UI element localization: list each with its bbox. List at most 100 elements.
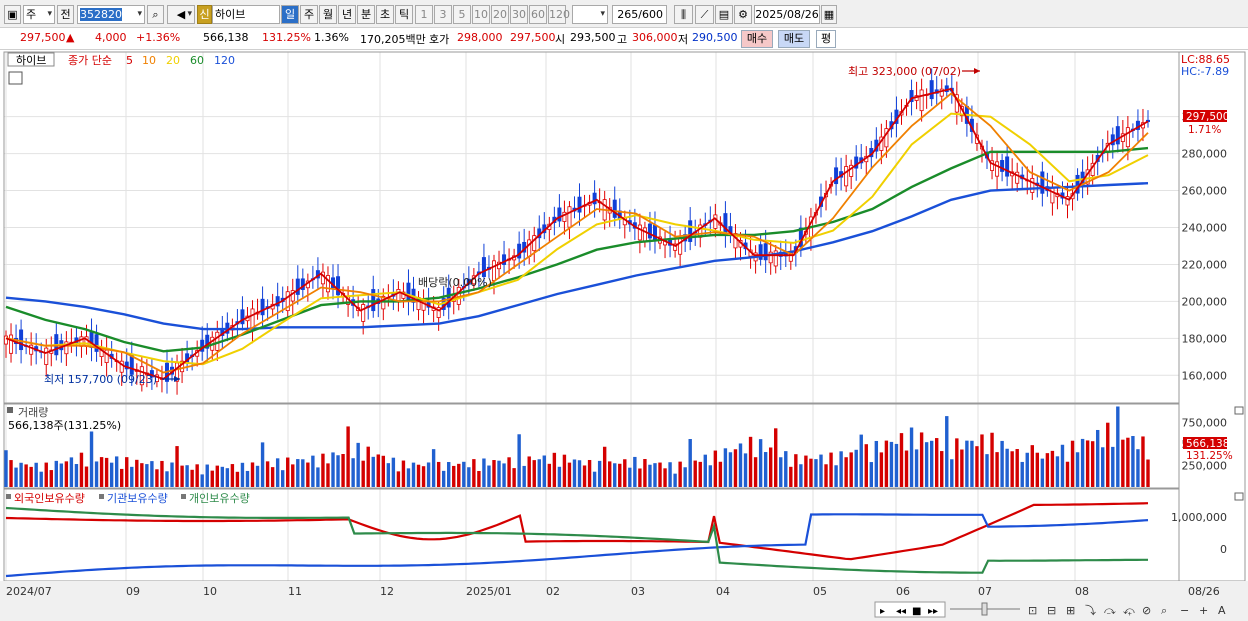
volume-bar bbox=[185, 465, 189, 487]
volume-bar bbox=[245, 470, 250, 487]
volume-bar bbox=[286, 457, 290, 487]
stock-name-field[interactable]: 하이브 bbox=[212, 5, 280, 24]
volume-bar bbox=[1095, 429, 1100, 487]
tab-1[interactable]: 주 bbox=[300, 5, 318, 24]
quote-turnover: 1.36% bbox=[314, 31, 349, 44]
date-field[interactable]: 2025/08/26 bbox=[754, 5, 820, 24]
period-select[interactable]: 주 bbox=[23, 5, 55, 24]
volume-bar bbox=[844, 457, 848, 487]
quote-change-pct: +1.36% bbox=[136, 31, 181, 44]
interval-1[interactable]: 1 bbox=[415, 5, 433, 24]
volume-bar bbox=[64, 461, 69, 487]
tab-3[interactable]: 년 bbox=[338, 5, 356, 24]
volume-bar bbox=[592, 471, 597, 487]
volume-bar bbox=[457, 463, 461, 487]
volume-current-tag: 566,138 bbox=[1186, 438, 1229, 450]
volume-bar bbox=[250, 462, 255, 487]
draw-icon[interactable]: ⟋ bbox=[695, 5, 714, 24]
low-note: 최저 157,700 (09/23) bbox=[44, 373, 157, 386]
tool-icon-6[interactable]: ⊘ bbox=[1142, 604, 1151, 617]
scroll-thumb[interactable] bbox=[981, 602, 988, 616]
tool-icon-3[interactable]: ⤵ bbox=[1085, 604, 1096, 617]
volume-bar bbox=[416, 464, 421, 487]
volume-bar bbox=[1111, 446, 1115, 487]
tab-2[interactable]: 월 bbox=[319, 5, 337, 24]
interval-30[interactable]: 30 bbox=[510, 5, 528, 24]
search-icon[interactable]: ⌕ bbox=[147, 5, 164, 24]
volume-bar bbox=[140, 463, 144, 487]
scroll-button-0[interactable]: ▸ bbox=[880, 606, 885, 617]
volume-bar bbox=[1020, 461, 1024, 487]
tool-icon-1[interactable]: ⊟ bbox=[1047, 604, 1056, 617]
sell-button[interactable]: 매도 bbox=[778, 30, 810, 48]
interval-10[interactable]: 10 bbox=[472, 5, 490, 24]
save-icon[interactable]: ▤ bbox=[715, 5, 733, 24]
tool-icon-2[interactable]: ⊞ bbox=[1066, 604, 1075, 617]
scroll-buttons[interactable] bbox=[874, 601, 946, 618]
count-value: 265 bbox=[617, 8, 639, 21]
volume-bar bbox=[1050, 450, 1055, 487]
volume-bar bbox=[950, 459, 954, 487]
volume-bar bbox=[804, 455, 808, 487]
volume-close-icon[interactable] bbox=[1234, 406, 1244, 415]
scroll-controls[interactable]: ▸ ◂◂ ■ ▸▸ ⊡ ⊟ ⊞ ⤵ ⤼ ⤽ ⊘ ⌕ − + A bbox=[874, 601, 1226, 618]
count-field[interactable]: 265/600 bbox=[612, 5, 667, 24]
interval-select[interactable] bbox=[572, 5, 608, 24]
holdings-close-icon[interactable] bbox=[1234, 492, 1244, 501]
candle-body bbox=[637, 224, 642, 241]
low-label: 저 bbox=[678, 33, 689, 46]
volume-bar bbox=[1090, 441, 1095, 487]
candle-body bbox=[406, 282, 411, 302]
tool-icon-0[interactable]: ⊡ bbox=[1028, 604, 1037, 617]
volume-bar bbox=[623, 459, 627, 487]
tool-icon-7[interactable]: ⌕ bbox=[1161, 604, 1167, 617]
volume-bar bbox=[1060, 444, 1065, 487]
scroll-button-2[interactable]: ■ bbox=[912, 606, 921, 617]
tool-icon-10[interactable]: A bbox=[1218, 604, 1226, 617]
volume-bar bbox=[401, 460, 406, 487]
volume-bar bbox=[4, 450, 8, 487]
buy-button[interactable]: 매수 bbox=[741, 30, 773, 48]
tool-icon-9[interactable]: + bbox=[1199, 604, 1208, 617]
tool-icon-5[interactable]: ⤽ bbox=[1123, 604, 1135, 617]
volume-bar bbox=[24, 464, 28, 487]
candle-body bbox=[295, 278, 300, 295]
volume-bar bbox=[663, 468, 667, 487]
ma120-line bbox=[5, 182, 1149, 331]
interval-20[interactable]: 20 bbox=[491, 5, 509, 24]
volume-bar bbox=[597, 460, 602, 487]
calendar-icon[interactable]: ▦ bbox=[821, 5, 837, 24]
bid1: 298,000 bbox=[457, 31, 503, 44]
tab-0[interactable]: 일 bbox=[281, 5, 299, 24]
grid-icon[interactable] bbox=[8, 71, 23, 85]
scroll-button-3[interactable]: ▸▸ bbox=[928, 606, 938, 617]
interval-5[interactable]: 5 bbox=[453, 5, 471, 24]
flat-button[interactable]: 평 bbox=[816, 30, 836, 48]
interval-120[interactable]: 120 bbox=[548, 5, 570, 24]
volume-bar bbox=[447, 462, 451, 487]
volume-bar bbox=[436, 461, 441, 487]
x-tick-label: 07 bbox=[978, 585, 992, 598]
tab-5[interactable]: 초 bbox=[376, 5, 394, 24]
window-icon[interactable]: ▣ bbox=[4, 5, 21, 24]
mode-toggle[interactable]: 전 bbox=[57, 5, 74, 24]
volume-bar bbox=[899, 433, 904, 487]
tab-4[interactable]: 분 bbox=[357, 5, 375, 24]
speaker-icon[interactable]: ◀ bbox=[167, 5, 195, 24]
tool-icon-8[interactable]: − bbox=[1180, 604, 1189, 617]
volume-bar bbox=[819, 454, 823, 487]
holdings-lines bbox=[5, 502, 1149, 578]
scroll-button-1[interactable]: ◂◂ bbox=[896, 606, 906, 617]
interval-60[interactable]: 60 bbox=[529, 5, 547, 24]
tab-6[interactable]: 틱 bbox=[395, 5, 413, 24]
tool-icon-4[interactable]: ⤼ bbox=[1104, 604, 1116, 617]
holdings-legend: 외국인보유수량 기관보유수량 개인보유수량 bbox=[6, 492, 250, 505]
volume-bar bbox=[688, 439, 692, 487]
candle-icon[interactable]: ⫼ bbox=[674, 5, 693, 24]
stock-label: 하이브 bbox=[16, 53, 46, 67]
interval-3[interactable]: 3 bbox=[434, 5, 452, 24]
volume-bar bbox=[945, 416, 949, 487]
gear-icon[interactable]: ⚙ bbox=[734, 5, 752, 24]
code-input[interactable]: 352820 bbox=[77, 5, 145, 24]
